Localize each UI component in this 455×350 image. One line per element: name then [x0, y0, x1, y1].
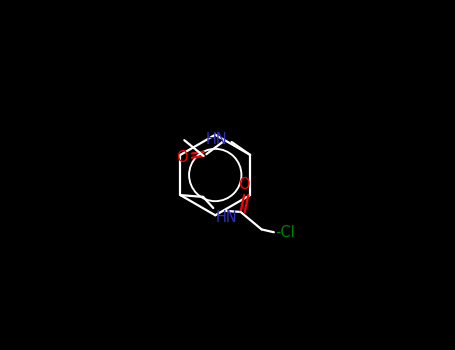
Text: O: O [238, 177, 250, 192]
Text: O: O [176, 150, 188, 165]
Text: HN: HN [206, 132, 228, 147]
Text: -Cl: -Cl [276, 225, 295, 240]
Text: HN: HN [215, 210, 237, 225]
